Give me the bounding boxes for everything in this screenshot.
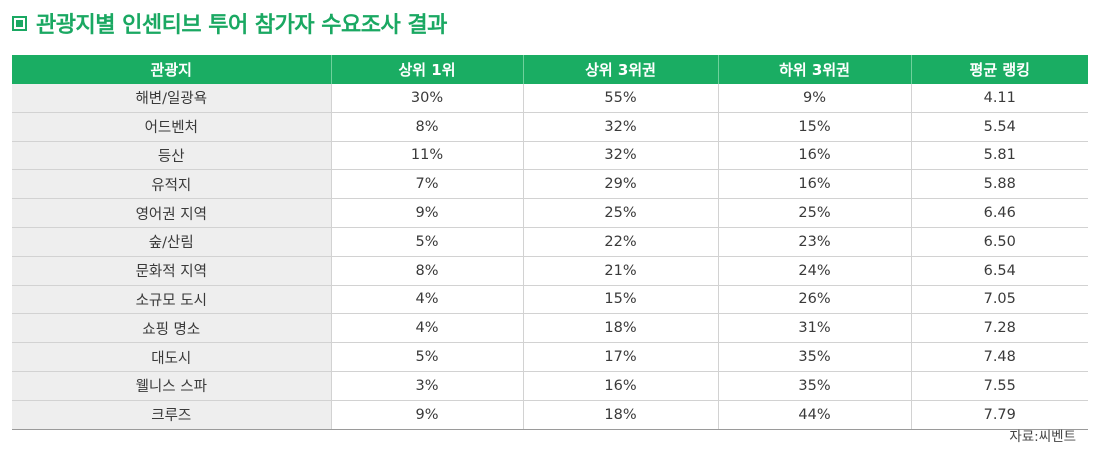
table-row: 어드벤처 8% 32% 15% 5.54 [12,112,1088,142]
cell-top1: 30% [330,84,523,113]
cell-destination: 문화적 지역 [12,256,331,286]
cell-bottom3: 23% [717,227,911,257]
cell-destination: 소규모 도시 [12,285,331,315]
cell-top3: 18% [522,313,718,344]
cell-avg-rank: 6.54 [910,256,1088,286]
cell-top1: 5% [330,227,523,257]
cell-destination: 쇼핑 명소 [12,313,331,344]
cell-top3: 17% [522,342,718,372]
cell-destination: 웰니스 스파 [12,371,331,401]
table-row: 크루즈 9% 18% 44% 7.79 [12,400,1088,430]
cell-bottom3: 44% [717,400,911,430]
cell-bottom3: 26% [717,285,911,315]
table-row: 등산 11% 32% 16% 5.81 [12,141,1088,171]
cell-top3: 22% [522,227,718,257]
table-row: 쇼핑 명소 4% 18% 31% 7.28 [12,313,1088,344]
cell-top1: 7% [330,169,523,200]
cell-bottom3: 9% [717,84,911,113]
source-note: 자료:씨벤트 [1009,429,1076,445]
column-header-top3: 상위 3위권 [522,55,718,84]
cell-avg-rank: 7.28 [910,313,1088,344]
table-row: 해변/일광욕 30% 55% 9% 4.11 [12,84,1088,113]
cell-top3: 18% [522,400,718,430]
table-header: 관광지 상위 1위 상위 3위권 하위 3위권 평균 랭킹 [12,55,1088,84]
cell-avg-rank: 4.11 [910,84,1088,113]
cell-avg-rank: 7.05 [910,285,1088,315]
cell-bottom3: 25% [717,198,911,228]
cell-avg-rank: 6.50 [910,227,1088,257]
table-row: 소규모 도시 4% 15% 26% 7.05 [12,285,1088,315]
cell-bottom3: 15% [717,112,911,142]
table-row: 문화적 지역 8% 21% 24% 6.54 [12,256,1088,286]
cell-top3: 55% [522,84,718,113]
table-row: 영어권 지역 9% 25% 25% 6.46 [12,198,1088,228]
cell-destination: 영어권 지역 [12,198,331,228]
cell-top3: 21% [522,256,718,286]
cell-destination: 해변/일광욕 [12,84,331,113]
cell-top1: 8% [330,256,523,286]
page-title-container: 관광지별 인센티브 투어 참가자 수요조사 결과 [12,6,447,40]
column-header-bottom3: 하위 3위권 [717,55,911,84]
cell-top3: 29% [522,169,718,200]
cell-avg-rank: 5.54 [910,112,1088,142]
cell-avg-rank: 7.79 [910,400,1088,430]
cell-destination: 크루즈 [12,400,331,430]
cell-top3: 15% [522,285,718,315]
cell-avg-rank: 5.81 [910,141,1088,171]
cell-avg-rank: 6.46 [910,198,1088,228]
cell-top3: 16% [522,371,718,401]
cell-bottom3: 31% [717,313,911,344]
cell-avg-rank: 7.48 [910,342,1088,372]
table-row: 대도시 5% 17% 35% 7.48 [12,342,1088,372]
cell-destination: 대도시 [12,342,331,372]
cell-avg-rank: 7.55 [910,371,1088,401]
square-bullet-icon [12,15,27,31]
cell-top3: 25% [522,198,718,228]
cell-top3: 32% [522,141,718,171]
cell-destination: 어드벤처 [12,112,331,142]
survey-results-table: 관광지 상위 1위 상위 3위권 하위 3위권 평균 랭킹 해변/일광욕 30%… [12,55,1088,430]
cell-top1: 9% [330,198,523,228]
cell-bottom3: 24% [717,256,911,286]
table-row: 웰니스 스파 3% 16% 35% 7.55 [12,371,1088,401]
column-header-top1: 상위 1위 [330,55,523,84]
cell-top1: 5% [330,342,523,372]
cell-bottom3: 35% [717,342,911,372]
cell-top1: 4% [330,313,523,344]
column-header-destination: 관광지 [12,55,331,84]
column-header-avg-rank: 평균 랭킹 [910,55,1088,84]
cell-bottom3: 16% [717,141,911,171]
cell-top3: 32% [522,112,718,142]
table-row: 숲/산림 5% 22% 23% 6.50 [12,227,1088,257]
cell-top1: 9% [330,400,523,430]
table-body: 해변/일광욕 30% 55% 9% 4.11 어드벤처 8% 32% 15% 5… [12,84,1088,430]
cell-top1: 8% [330,112,523,142]
table-header-row: 관광지 상위 1위 상위 3위권 하위 3위권 평균 랭킹 [12,55,1088,84]
cell-top1: 3% [330,371,523,401]
cell-destination: 숲/산림 [12,227,331,257]
page-title: 관광지별 인센티브 투어 참가자 수요조사 결과 [36,13,447,38]
cell-avg-rank: 5.88 [910,169,1088,200]
cell-destination: 유적지 [12,169,331,200]
cell-top1: 4% [330,285,523,315]
cell-bottom3: 16% [717,169,911,200]
cell-destination: 등산 [12,141,331,171]
cell-top1: 11% [330,141,523,171]
cell-bottom3: 35% [717,371,911,401]
table-row: 유적지 7% 29% 16% 5.88 [12,169,1088,200]
